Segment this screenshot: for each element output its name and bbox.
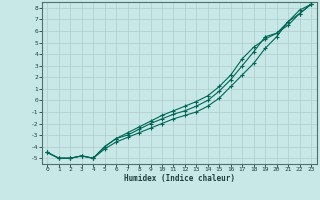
- X-axis label: Humidex (Indice chaleur): Humidex (Indice chaleur): [124, 174, 235, 183]
